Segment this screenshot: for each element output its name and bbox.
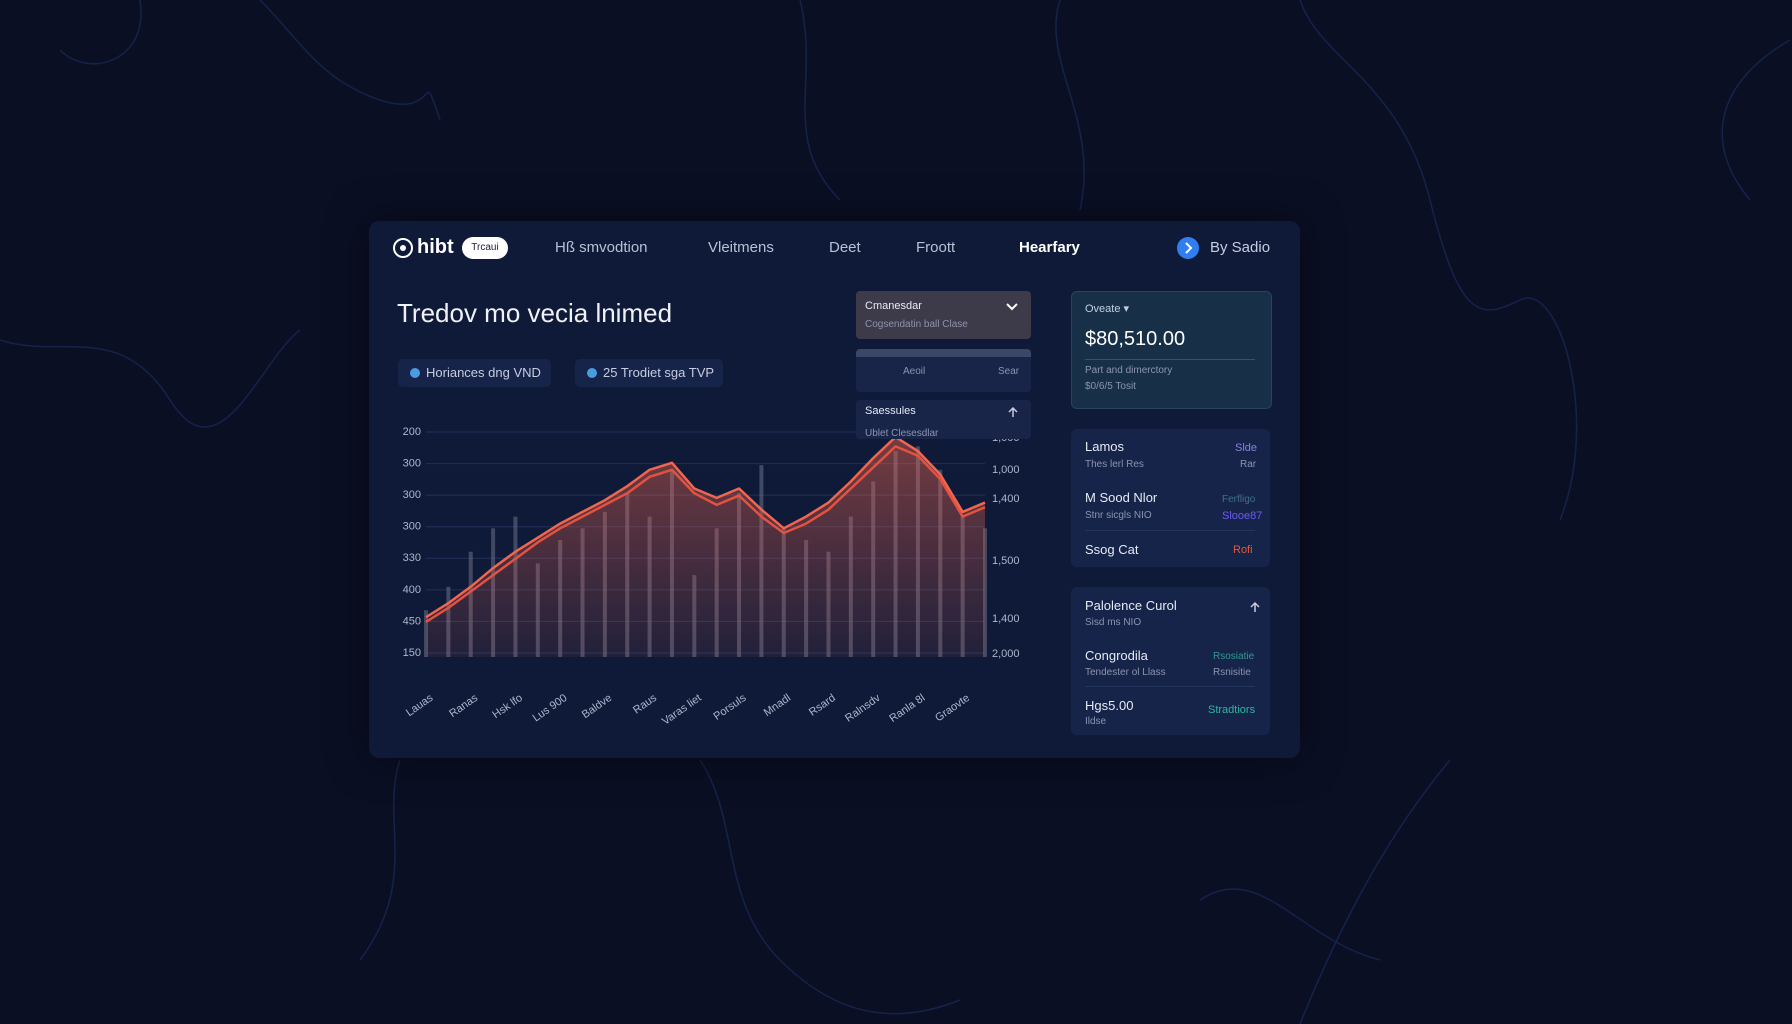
panel-sub: Sisd ms NIO [1085,617,1142,628]
y-tick-label: 300 [403,457,421,469]
list-right-sub: Rar [1240,459,1257,470]
dropdown[interactable] [856,400,1031,439]
list-title[interactable]: Ssog Cat [1085,542,1139,557]
divider [1085,686,1255,687]
dropdown-label: Cmanesdar [865,300,922,312]
y-tick-label: 330 [403,552,421,564]
nav-item[interactable]: Vleitmens [708,239,774,256]
divider [1085,530,1255,531]
nav-item[interactable]: Hearfary [1019,239,1080,256]
y2-tick-label: 1,400 [992,493,1020,505]
balance-card [1071,291,1272,409]
x-tick-label: Ranla 8l [887,692,927,725]
nav-item[interactable]: Deet [829,239,861,256]
panel-title: Palolence Curol [1085,598,1177,613]
dropdown[interactable] [856,291,1031,339]
list-title[interactable]: Lamos [1085,439,1125,454]
page-title: Tredov mo vecia lnimed [397,298,673,328]
panel-card [1071,587,1270,735]
y-tick-label: 400 [403,584,421,596]
x-tick-label: Porsuls [711,692,748,723]
logo-icon [393,238,413,258]
y-tick-label: 300 [403,521,421,533]
user-icon[interactable] [1176,236,1200,260]
up-arrow [1008,406,1018,417]
list-title[interactable]: M Sood Nlor [1085,490,1158,505]
balance-line: Part and dimerctory [1085,365,1173,376]
nav-item[interactable]: Hß smvodtion [555,239,648,256]
list-right: Ferfligo [1222,494,1256,505]
row-right-sub: Rsnisitie [1213,667,1251,678]
search-action[interactable]: Sear [998,366,1020,377]
divider [1085,359,1255,360]
user-name[interactable]: By Sadio [1210,239,1271,256]
y-tick-label: 450 [403,615,421,627]
y2-tick-label: 2,000 [992,648,1020,660]
balance-label: Oveate ▾ [1085,303,1130,315]
line [425,445,986,623]
search-placeholder: Aeoil [903,366,926,377]
y2-tick-label: 1,000 [992,464,1020,476]
badge: Trcaui [462,237,508,259]
list-card [1071,429,1270,567]
search-bar-top [856,349,1031,357]
row-title[interactable]: Hgs5.00 [1085,698,1134,713]
line [425,435,986,619]
x-tick-label: Mnadl [762,692,793,719]
list-right: Rofi [1233,544,1253,556]
list-sub: Thes lerl Res [1085,459,1144,470]
row-title[interactable]: Congrodila [1085,648,1148,663]
chevron [1006,303,1018,311]
chip[interactable]: 25 Trodiet sga TVP [575,359,723,387]
x-tick-label: Hsk lfo [490,692,524,721]
x-tick-label: Baldve [580,692,614,721]
list-right-sub: Slooe87 [1222,510,1263,522]
y-tick-label: 200 [403,426,421,438]
x-tick-label: Lauas [404,692,436,719]
balance-line: $0/6/5 Tosit [1085,381,1136,392]
row-right: Stradtiors [1208,704,1256,716]
x-tick-label: Ranas [447,692,480,720]
x-tick-label: Rsard [807,692,838,719]
up-arrow [1250,601,1260,612]
dropdown-sub: Cogsendatin ball Clase [865,319,968,330]
row-sub: Ildse [1085,716,1107,727]
x-tick-label: Varas liet [660,692,704,728]
y2-tick-label: 1,500 [992,555,1020,567]
y-tick-label: 150 [403,647,421,659]
x-tick-label: Raus [631,692,659,717]
row-sub: Tendester ol Llass [1085,667,1166,678]
x-tick-label: Ralnsdv [843,692,883,725]
area-fill [426,437,985,657]
dropdown-sub: Ublet Clesesdlar [865,428,939,439]
x-tick-label: Lus 900 [531,692,570,724]
nav-item[interactable]: Froott [916,239,956,256]
dropdown-label: Saessules [865,405,916,417]
chip[interactable]: Horiances dng VND [398,359,551,387]
list-right: Slde [1235,442,1258,454]
y-tick-label: 300 [403,489,421,501]
list-sub: Stnr sicgls NIO [1085,510,1152,521]
row-right: Rsosiatie [1213,651,1255,662]
balance-amount: $80,510.00 [1085,328,1186,350]
y2-tick-label: 1,400 [992,613,1020,625]
x-tick-label: Graovte [933,692,972,724]
logo: hibt [417,236,454,258]
